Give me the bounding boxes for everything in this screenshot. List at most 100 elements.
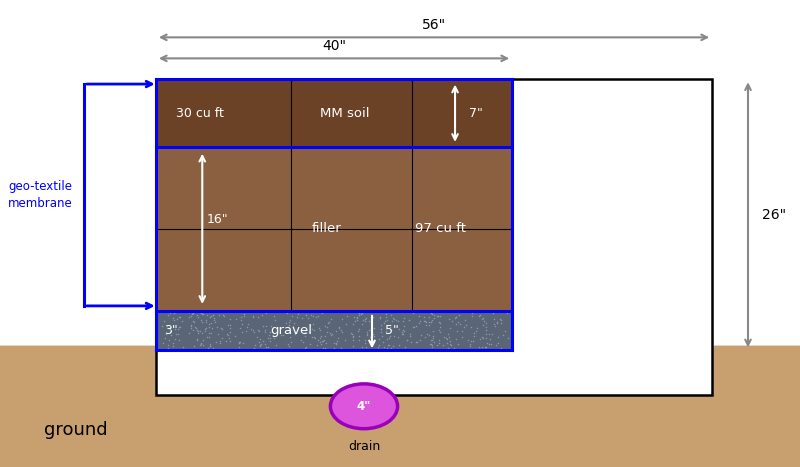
Point: [479, 331, 492, 338]
Point: [426, 334, 439, 341]
Text: 30 cu ft: 30 cu ft: [176, 107, 224, 120]
Point: [502, 334, 514, 342]
Point: [464, 340, 477, 347]
Point: [458, 317, 471, 324]
Point: [312, 325, 325, 332]
Point: [232, 343, 245, 351]
Point: [455, 333, 468, 341]
Point: [253, 327, 266, 334]
Point: [453, 320, 466, 327]
Point: [490, 341, 502, 348]
Point: [174, 324, 186, 331]
Point: [426, 337, 438, 344]
Point: [401, 336, 414, 344]
Point: [350, 316, 363, 323]
Polygon shape: [0, 346, 800, 467]
Point: [258, 328, 271, 335]
Point: [317, 345, 330, 352]
Point: [196, 329, 209, 336]
Point: [391, 333, 404, 341]
Point: [404, 333, 417, 340]
Point: [351, 327, 364, 334]
Point: [256, 338, 269, 345]
Point: [366, 314, 379, 321]
Point: [204, 313, 217, 320]
Point: [264, 322, 277, 330]
Point: [238, 310, 250, 318]
Point: [321, 323, 334, 331]
Point: [185, 322, 198, 329]
Point: [424, 340, 437, 347]
Point: [170, 315, 183, 323]
Point: [280, 309, 293, 317]
Point: [356, 344, 369, 351]
Point: [334, 326, 347, 333]
Point: [211, 345, 224, 352]
Point: [282, 324, 294, 331]
Point: [377, 319, 390, 326]
Point: [302, 314, 314, 322]
Point: [443, 340, 456, 347]
Point: [166, 342, 179, 349]
Point: [222, 332, 234, 339]
Point: [213, 311, 226, 318]
Point: [478, 318, 490, 325]
Point: [195, 318, 208, 325]
Point: [228, 333, 241, 340]
Point: [277, 332, 290, 339]
Point: [204, 329, 217, 337]
Point: [284, 330, 297, 337]
Point: [365, 339, 378, 347]
Point: [177, 343, 190, 351]
Point: [379, 318, 392, 325]
Point: [299, 311, 312, 318]
Point: [358, 318, 371, 325]
Point: [407, 324, 420, 331]
Point: [444, 337, 457, 345]
Point: [319, 339, 332, 347]
Point: [422, 332, 435, 339]
Point: [372, 344, 385, 351]
Point: [255, 340, 268, 347]
Point: [358, 316, 371, 323]
Point: [205, 319, 218, 326]
Point: [289, 331, 302, 338]
Point: [391, 317, 404, 325]
Point: [199, 316, 212, 323]
Point: [381, 335, 394, 343]
Point: [167, 317, 180, 324]
Point: [450, 313, 462, 321]
Point: [170, 331, 182, 338]
Point: [378, 343, 390, 351]
Point: [455, 327, 468, 334]
Point: [470, 327, 482, 335]
Point: [353, 336, 366, 344]
Point: [224, 325, 237, 332]
Point: [398, 314, 410, 322]
Point: [414, 332, 427, 339]
Point: [314, 334, 326, 342]
Point: [258, 326, 271, 333]
Point: [298, 332, 311, 339]
Point: [399, 343, 412, 351]
Point: [254, 341, 266, 349]
Point: [375, 325, 388, 333]
Point: [406, 323, 419, 331]
Point: [368, 339, 381, 346]
Point: [254, 342, 266, 350]
Point: [279, 309, 292, 316]
Point: [259, 343, 272, 350]
Point: [206, 325, 218, 332]
Point: [332, 335, 345, 342]
Point: [296, 314, 309, 321]
Point: [172, 330, 185, 337]
Point: [311, 336, 324, 344]
Point: [316, 338, 329, 345]
Point: [242, 320, 254, 327]
Point: [479, 326, 492, 333]
Point: [425, 341, 438, 348]
Point: [373, 341, 386, 349]
Point: [248, 341, 261, 348]
Point: [414, 318, 426, 325]
Point: [458, 323, 470, 331]
